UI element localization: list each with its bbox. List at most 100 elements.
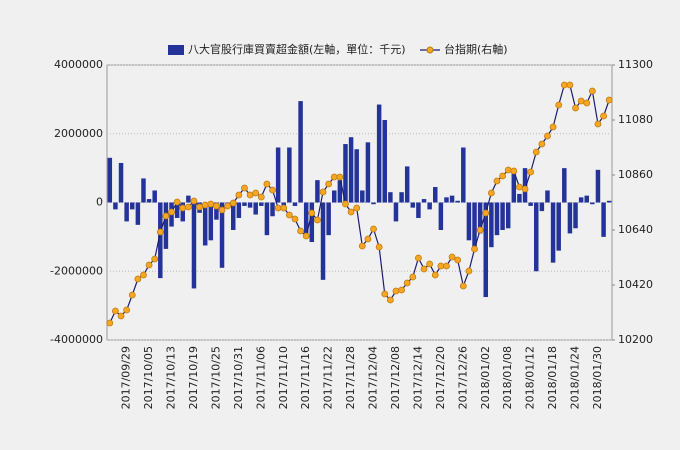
x-tick-label: 2017/12/08	[389, 346, 402, 409]
bar	[494, 202, 500, 236]
bar	[483, 202, 488, 298]
line-point	[342, 200, 349, 208]
y2-tick-label: 11300	[618, 58, 653, 71]
bar	[259, 202, 264, 206]
line-point	[297, 227, 304, 235]
bar	[281, 202, 286, 206]
y-tick-label: 4000000	[54, 58, 103, 71]
y-tick-label: -2000000	[50, 264, 103, 277]
line-point	[151, 255, 159, 263]
line-point	[594, 120, 602, 128]
line-point	[241, 184, 248, 192]
bar	[236, 202, 242, 218]
bar	[275, 147, 281, 203]
bar	[562, 168, 567, 203]
legend-swatch	[168, 45, 184, 55]
bar	[528, 202, 533, 206]
line-point	[476, 226, 484, 234]
line-point	[482, 209, 490, 217]
line-point	[493, 177, 501, 185]
bar	[303, 202, 309, 234]
bar	[292, 202, 298, 206]
bar	[505, 202, 511, 229]
line-point	[364, 235, 372, 243]
bar	[326, 202, 331, 236]
bar	[388, 192, 393, 203]
x-tick-label: 2017/12/14	[411, 346, 424, 409]
line-point	[392, 287, 400, 295]
line-point	[555, 101, 563, 109]
bar	[186, 195, 191, 203]
bar	[539, 202, 545, 212]
line-point	[443, 262, 450, 270]
line-point	[566, 81, 574, 89]
x-tick-label: 2017/11/28	[344, 346, 357, 409]
line-point	[140, 271, 147, 279]
bar	[107, 157, 113, 203]
legend-label: 台指期(右軸)	[444, 42, 508, 56]
legend-marker	[426, 46, 434, 54]
bar	[287, 147, 292, 203]
y-tick-label: 2000000	[54, 127, 103, 140]
line-point	[510, 167, 518, 175]
line-point	[308, 209, 316, 217]
x-tick-label: 2017/10/19	[187, 346, 200, 409]
bar	[371, 202, 376, 205]
bar	[472, 202, 477, 248]
bar	[550, 202, 556, 263]
line-point	[112, 307, 119, 315]
line-point	[291, 215, 299, 223]
bar	[242, 202, 247, 206]
bar	[174, 202, 180, 218]
line-point	[269, 186, 276, 194]
y2-tick-label: 10860	[618, 168, 653, 181]
bar	[348, 137, 354, 203]
bar	[376, 104, 382, 203]
bar	[500, 202, 505, 230]
line-point	[162, 212, 170, 220]
y2-tick-label: 10200	[618, 333, 653, 346]
bar	[332, 190, 337, 203]
bar	[152, 190, 157, 203]
bar	[214, 202, 219, 220]
y2-tick-label: 10420	[618, 278, 653, 291]
line-point	[274, 204, 282, 212]
line-point	[314, 216, 321, 224]
line-point	[302, 232, 310, 240]
line-point	[487, 189, 495, 197]
x-tick-label: 2017/11/22	[322, 346, 335, 409]
line-point	[213, 202, 220, 210]
line-point	[196, 203, 203, 211]
bar	[320, 202, 326, 280]
line-point	[516, 183, 523, 191]
line-point	[583, 99, 591, 107]
bar	[590, 202, 595, 205]
line-point	[353, 204, 361, 212]
bar	[438, 202, 444, 230]
bar	[477, 202, 483, 234]
bar	[573, 202, 578, 229]
x-tick-label: 2018/01/12	[524, 346, 537, 409]
x-tick-label: 2017/12/26	[456, 346, 469, 409]
line-point	[499, 172, 506, 180]
bar	[399, 192, 404, 203]
line-point	[426, 260, 434, 268]
line-point	[156, 228, 164, 236]
line-point	[600, 112, 607, 120]
bar	[416, 202, 421, 218]
legend-label: 八大官股行庫買賣超金額(左軸，單位：千元)	[188, 42, 406, 56]
line-point	[358, 242, 366, 250]
x-tick-label: 2017/12/20	[434, 346, 447, 409]
bar	[130, 202, 135, 210]
x-tick-label: 2017/11/16	[299, 346, 312, 409]
bar	[118, 162, 124, 203]
x-tick-label: 2017/11/10	[277, 346, 290, 409]
bar	[208, 202, 214, 241]
line-point	[538, 140, 546, 148]
bar	[202, 202, 208, 246]
bar	[315, 180, 320, 203]
bar	[601, 202, 606, 237]
bar	[191, 202, 197, 289]
x-tick-label: 2017/10/13	[165, 346, 178, 409]
bar	[309, 202, 315, 243]
